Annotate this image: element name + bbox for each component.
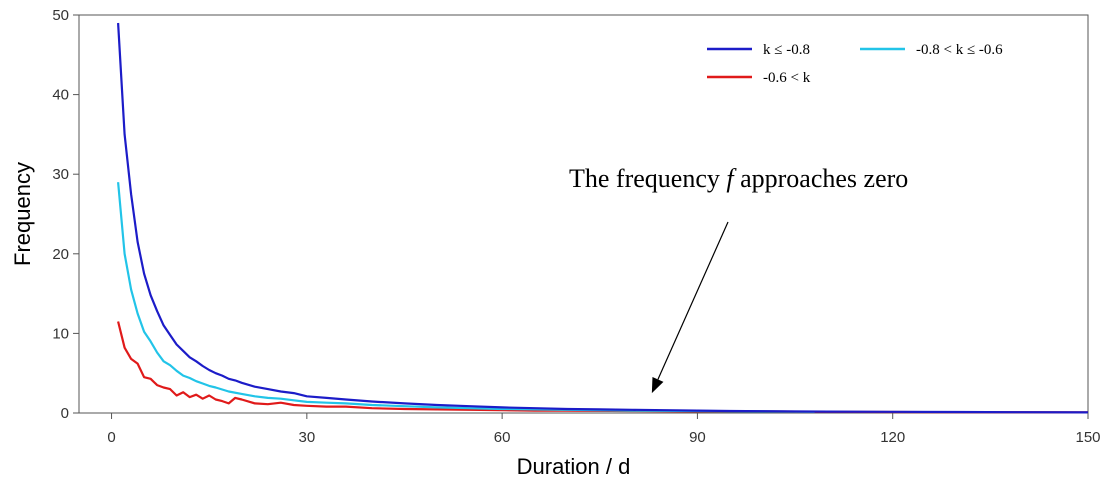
x-axis-label: Duration / d xyxy=(517,454,631,479)
plot-border xyxy=(78,14,1089,414)
y-tick-label: 30 xyxy=(52,166,69,183)
series-layer xyxy=(117,22,1089,414)
series-line-0 xyxy=(117,22,1089,414)
annotation-text: The frequency f approaches zero xyxy=(569,164,908,193)
legend-label: k ≤ -0.8 xyxy=(763,42,810,58)
series-line-1 xyxy=(117,182,815,413)
legend-item-1: -0.8 < k ≤ -0.6 xyxy=(860,42,1003,58)
x-tick-label: 120 xyxy=(880,429,905,446)
y-axis-label: Frequency xyxy=(10,162,35,266)
legend: k ≤ -0.8 -0.8 < k ≤ -0.6 -0.6 < k xyxy=(707,42,1003,86)
legend-label: -0.8 < k ≤ -0.6 xyxy=(916,42,1003,58)
annotation-arrow xyxy=(657,221,729,380)
legend-label: -0.6 < k xyxy=(763,70,811,86)
series-line-2 xyxy=(117,321,1089,414)
legend-item-2: -0.6 < k xyxy=(707,70,811,86)
y-tick-label: 0 xyxy=(61,405,69,422)
y-tick-label: 40 xyxy=(52,87,69,104)
y-axis-ticks: 0 10 20 30 40 50 xyxy=(52,7,79,422)
x-tick-label: 60 xyxy=(494,429,511,446)
x-tick-label: 0 xyxy=(107,429,115,446)
y-tick-label: 10 xyxy=(52,325,69,342)
y-tick-label: 20 xyxy=(52,246,69,263)
annotation-arrowhead xyxy=(651,376,664,394)
y-tick-label: 50 xyxy=(52,7,69,24)
annotation-text-before: The frequency xyxy=(569,164,726,193)
plot-frame xyxy=(78,14,1089,414)
x-tick-label: 30 xyxy=(298,429,315,446)
legend-item-0: k ≤ -0.8 xyxy=(707,42,810,58)
annotation: The frequency f approaches zero xyxy=(569,164,908,394)
annotation-text-italic: f xyxy=(726,164,737,193)
x-axis-ticks: 0 30 60 90 120 150 xyxy=(107,413,1101,446)
annotation-text-after: approaches zero xyxy=(740,164,908,193)
x-tick-label: 90 xyxy=(689,429,706,446)
x-tick-label: 150 xyxy=(1075,429,1100,446)
